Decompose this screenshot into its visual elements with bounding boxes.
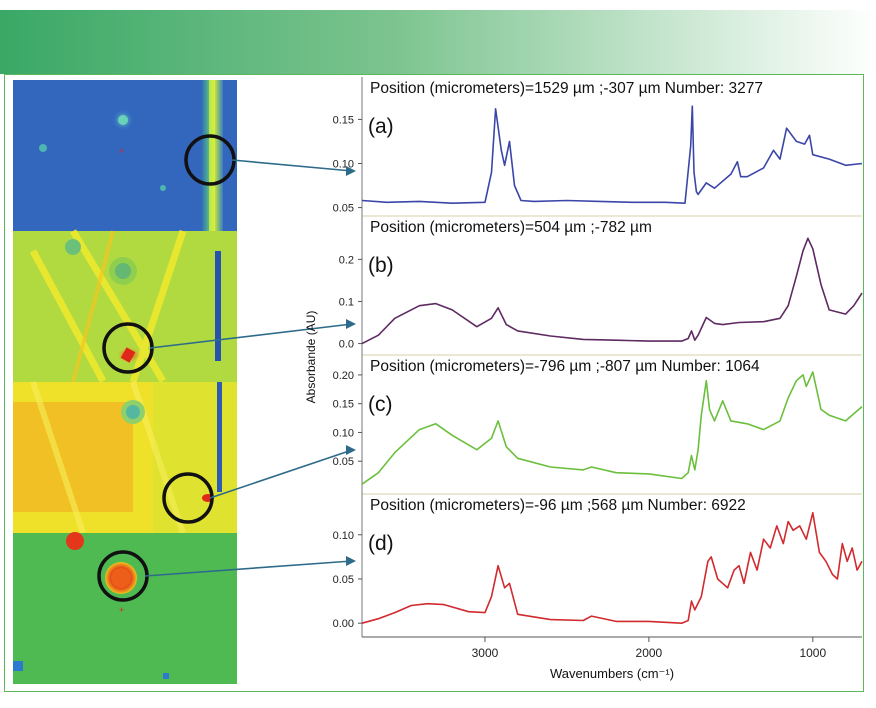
map-b (13, 229, 237, 384)
panel-tag: (c) (368, 393, 393, 416)
series-line (361, 511, 863, 624)
panel-header: Position (micrometers)=-96 µm ;568 µm Nu… (370, 497, 746, 514)
y-tick-label: 0.10 (333, 530, 354, 542)
svg-text:+: + (119, 146, 124, 156)
map-a: + (13, 80, 237, 231)
y-tick-label: 0.00 (333, 618, 354, 630)
y-tick-label: 0.0 (339, 339, 354, 351)
pointer-arrow (144, 560, 353, 577)
header-banner (0, 10, 876, 74)
map-d: + (13, 532, 237, 684)
y-tick-label: 0.15 (333, 399, 354, 411)
svg-text:+: + (119, 605, 124, 615)
y-tick-label: 0.15 (333, 114, 354, 126)
chemical-image-maps: + + (13, 80, 237, 684)
arrow-head (346, 319, 356, 329)
panel-tag: (d) (368, 532, 394, 555)
y-tick-label: 0.2 (339, 254, 354, 266)
y-tick-label: 0.1 (339, 296, 354, 308)
x-axis-label: Wavenumbers (cm⁻¹) (550, 666, 674, 681)
series-line (361, 237, 863, 345)
series-line (361, 371, 863, 485)
panel-tag: (a) (368, 115, 394, 138)
panel-header: Position (micrometers)=1529 µm ;-307 µm … (370, 80, 763, 97)
series-line (361, 105, 863, 204)
x-tick-label: 2000 (636, 646, 663, 660)
pointer-arrow (231, 159, 353, 172)
arrow-head (346, 166, 356, 176)
y-tick-label: 0.05 (333, 203, 354, 215)
y-tick-label: 0.05 (333, 574, 354, 586)
arrow-head (346, 445, 356, 455)
map-c (13, 381, 237, 534)
panel-tag: (b) (368, 254, 394, 277)
highlight-circle (102, 322, 154, 374)
panel-header: Position (micrometers)=504 µm ;-782 µm (370, 219, 652, 236)
figure-frame (4, 74, 864, 692)
highlight-circle (184, 134, 236, 186)
arrow-head (346, 556, 356, 566)
pointer-arrow (149, 323, 353, 349)
panel-header: Position (micrometers)=-796 µm ;-807 µm … (370, 358, 760, 375)
highlight-circle (162, 472, 214, 524)
pointer-arrow (209, 449, 353, 499)
y-tick-label: 0.05 (333, 456, 354, 468)
y-axis-label: Absorbande (AU) (304, 311, 318, 404)
highlight-circle (97, 550, 149, 602)
x-tick-label: 1000 (799, 646, 826, 660)
y-tick-label: 0.20 (333, 370, 354, 382)
y-tick-label: 0.10 (333, 427, 354, 439)
x-tick-label: 3000 (472, 646, 499, 660)
